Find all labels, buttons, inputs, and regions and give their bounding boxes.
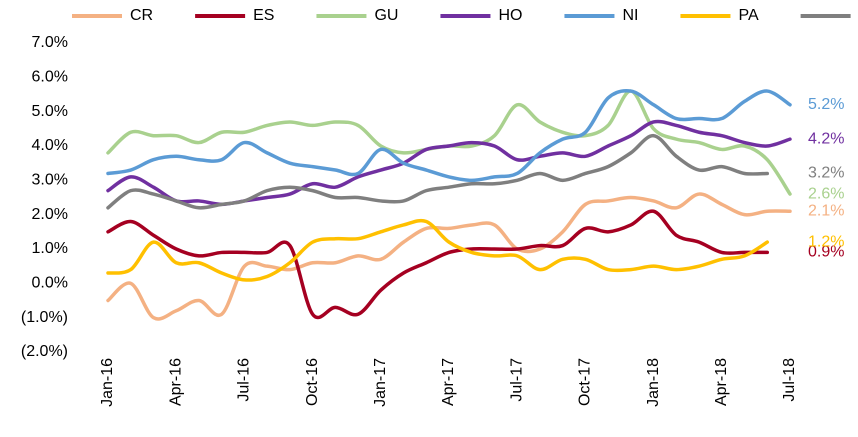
legend-label: ES [253, 7, 274, 24]
series-line [106, 88, 792, 183]
x-tick-label: Apr-17 [440, 358, 457, 406]
y-tick-label: 3.0% [32, 172, 68, 189]
x-tick-label: Jan-16 [99, 358, 116, 407]
legend-label: HO [498, 7, 522, 24]
x-tick-label: Apr-18 [713, 358, 730, 406]
end-label: 3.2% [808, 165, 844, 182]
x-tick-label: Oct-16 [304, 358, 321, 406]
y-tick-label: 1.0% [32, 240, 68, 257]
series-line [106, 218, 770, 282]
y-tick-label: 2.0% [32, 206, 68, 223]
legend-label: PA [738, 7, 758, 24]
end-label: 1.2% [808, 233, 844, 250]
x-tick-label: Jan-17 [372, 358, 389, 407]
series-line [106, 209, 770, 320]
x-tick-label: Oct-17 [577, 358, 594, 406]
y-tick-label: 7.0% [32, 34, 68, 51]
end-label: 0.9% [808, 244, 844, 261]
y-tick-label: 4.0% [32, 137, 68, 154]
end-label: 4.2% [808, 130, 844, 147]
x-tick-label: Jul-18 [781, 358, 798, 402]
legend-label: CR [130, 7, 153, 24]
series-line [106, 192, 792, 321]
end-label: 5.2% [808, 96, 844, 113]
end-label: 2.6% [808, 185, 844, 202]
y-tick-label: 6.0% [32, 69, 68, 86]
y-tick-label: (1.0%) [21, 309, 68, 326]
x-tick-label: Jan-18 [645, 358, 662, 407]
legend-label: GU [374, 7, 398, 24]
y-tick-label: 0.0% [32, 275, 68, 292]
legend-label: NI [622, 7, 638, 24]
series-line [106, 133, 770, 210]
end-label: 2.1% [808, 202, 844, 219]
x-tick-label: Jul-17 [508, 358, 525, 402]
x-tick-label: Jul-16 [236, 358, 253, 402]
y-tick-label: 5.0% [32, 103, 68, 120]
x-tick-label: Apr-16 [167, 358, 184, 406]
y-tick-label: (2.0%) [21, 343, 68, 360]
